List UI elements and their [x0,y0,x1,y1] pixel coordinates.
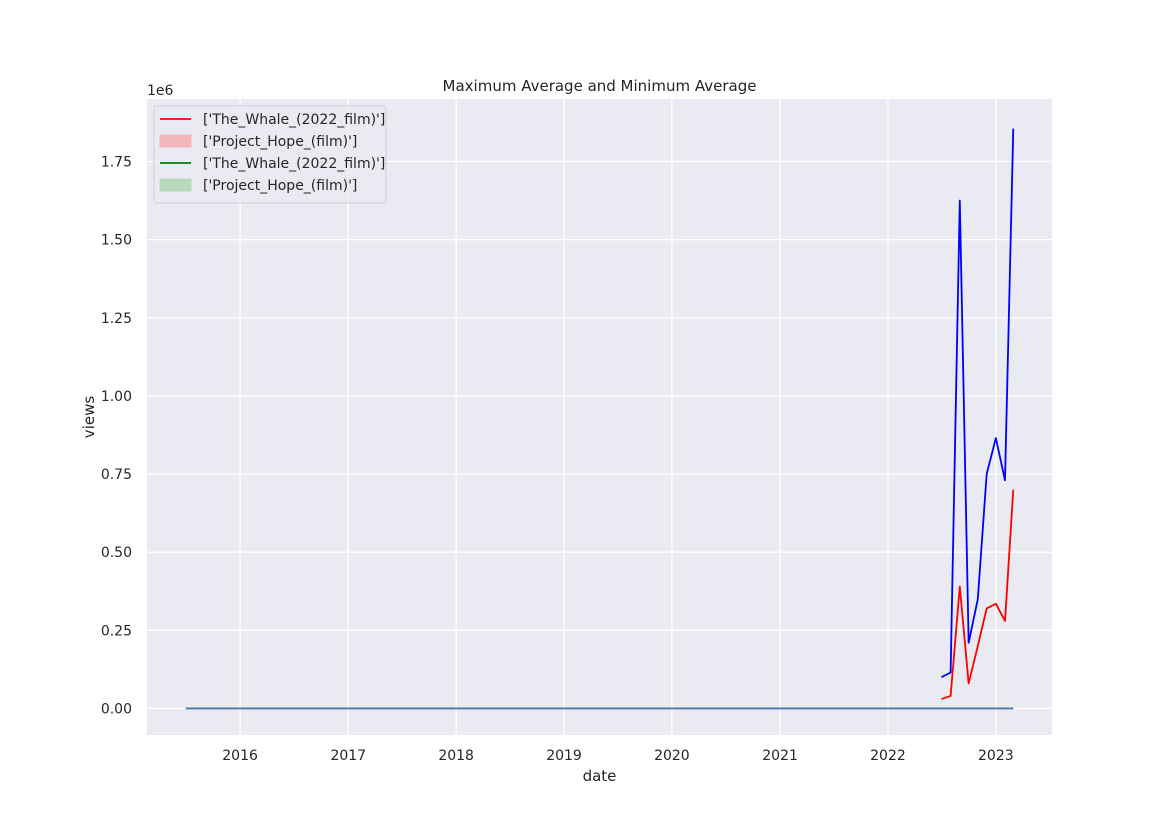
legend-label: ['Project_Hope_(film)'] [203,134,357,150]
y-tick-label: 0.25 [101,623,132,639]
x-tick-labels: 2016 2017 2018 2019 2020 2021 2022 2023 [222,748,1013,764]
y-axis-label: views [80,396,98,439]
chart-title: Maximum Average and Minimum Average [443,77,757,95]
legend-patch-swatch [159,134,192,148]
plot-area [147,99,1052,735]
x-tick-label: 2023 [978,748,1014,764]
x-tick-label: 2016 [222,748,258,764]
y-tick-label: 1.75 [101,155,132,171]
x-axis-label: date [583,767,617,785]
x-tick-label: 2019 [546,748,582,764]
x-tick-label: 2020 [654,748,690,764]
y-tick-label: 0.75 [101,467,132,483]
legend-label: ['The_Whale_(2022_film)'] [203,112,385,128]
legend-frame [153,105,387,204]
y-tick-label: 1.25 [101,311,132,327]
legend-label: ['The_Whale_(2022_film)'] [203,156,385,172]
x-tick-label: 2021 [762,748,798,764]
legend-label: ['Project_Hope_(film)'] [203,178,357,194]
legend-patch-swatch [159,178,192,192]
y-offset-label: 1e6 [147,83,174,99]
y-tick-labels: 0.00 0.25 0.50 0.75 1.00 1.25 1.50 1.75 [101,155,132,718]
x-tick-label: 2018 [438,748,474,764]
series-layer [185,128,1015,710]
y-tick-label: 0.50 [101,545,132,561]
series-line-1 [941,489,1015,700]
y-tick-label: 0.00 [101,701,132,717]
x-tick-label: 2022 [870,748,906,764]
x-tick-label: 2017 [330,748,366,764]
legend: ['The_Whale_(2022_film)'] ['Project_Hope_… [153,105,387,204]
y-tick-label: 1.50 [101,233,132,249]
y-tick-label: 1.00 [101,389,132,405]
series-line-0 [941,128,1015,678]
